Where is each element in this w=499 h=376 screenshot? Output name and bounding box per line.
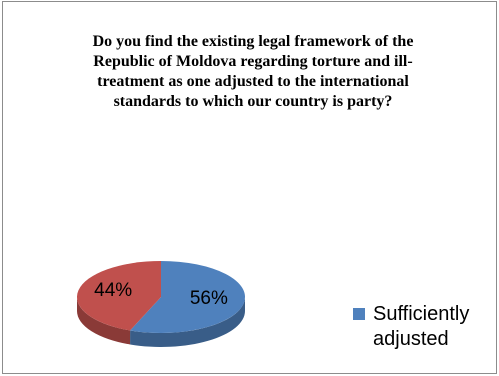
pie-side-slice-2: [76, 297, 131, 345]
pie-chart: 56% 44%: [76, 261, 246, 348]
pie-labels: 56% 44%: [94, 280, 228, 309]
pie-slices: [76, 261, 246, 348]
data-label-slice-2: 44%: [94, 280, 132, 301]
pie-slice-sufficiently-adjusted: [130, 261, 246, 333]
legend-label-sufficiently-adjusted: Sufficiently adjusted: [373, 303, 470, 350]
legend-swatch-sufficiently-adjusted: [353, 308, 365, 320]
pie-slice-slice-2: [77, 261, 161, 331]
chart-title: Do you find the existing legal framework…: [92, 33, 414, 110]
data-label-sufficiently-adjusted: 56%: [190, 288, 228, 309]
pie-side-sufficiently-adjusted: [130, 297, 245, 348]
